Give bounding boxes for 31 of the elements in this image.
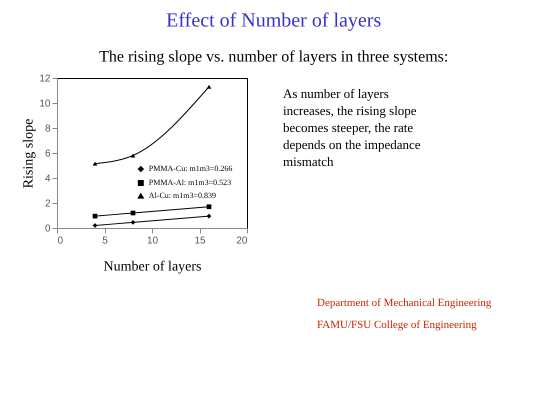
point: [92, 223, 98, 228]
point: [206, 204, 212, 210]
chart-subtitle: The rising slope vs. number of layers in three systems:: [99, 48, 448, 66]
y-tick-label: 2: [44, 198, 51, 210]
point: [206, 84, 212, 89]
x-tick-label: 0: [58, 236, 64, 246]
x-axis-title: Number of layers: [104, 260, 202, 274]
point: [92, 214, 98, 218]
legend-label: PMMA-Cu: m1m3=0.266: [148, 164, 232, 173]
point: [130, 153, 136, 158]
text: FAMU/FSU College of Engineering: [317, 319, 478, 331]
y-tick-label: 0: [44, 224, 51, 234]
point: [130, 210, 136, 216]
text: Department of Mechanical Engineering: [317, 297, 492, 309]
y-tick-label: 6: [44, 148, 51, 160]
x-tick-label: 20: [236, 236, 248, 246]
point: [206, 214, 212, 218]
x-tick-label: 15: [194, 236, 206, 246]
legend-label: Al-Cu: m1m3=0.839: [148, 191, 216, 200]
y-tick-label: 8: [44, 124, 51, 134]
legend-label: PMMA-Al: m1m3=0.523: [148, 178, 232, 187]
point: [130, 220, 136, 225]
y-tick-label: 10: [39, 98, 51, 110]
x-tick-label: 10: [146, 236, 158, 246]
text: As number of layers increases, the rising slope becomes steeper, the rate depends on the impedance mismatch: [283, 86, 421, 169]
y-axis-title: Rising slope: [21, 118, 36, 188]
point: [92, 162, 98, 166]
y-tick-label: 12: [39, 74, 51, 84]
chart-title: Effect of Number of layers: [166, 10, 382, 32]
y-tick-label: 4: [44, 174, 51, 184]
x-tick-label: 5: [102, 236, 108, 246]
